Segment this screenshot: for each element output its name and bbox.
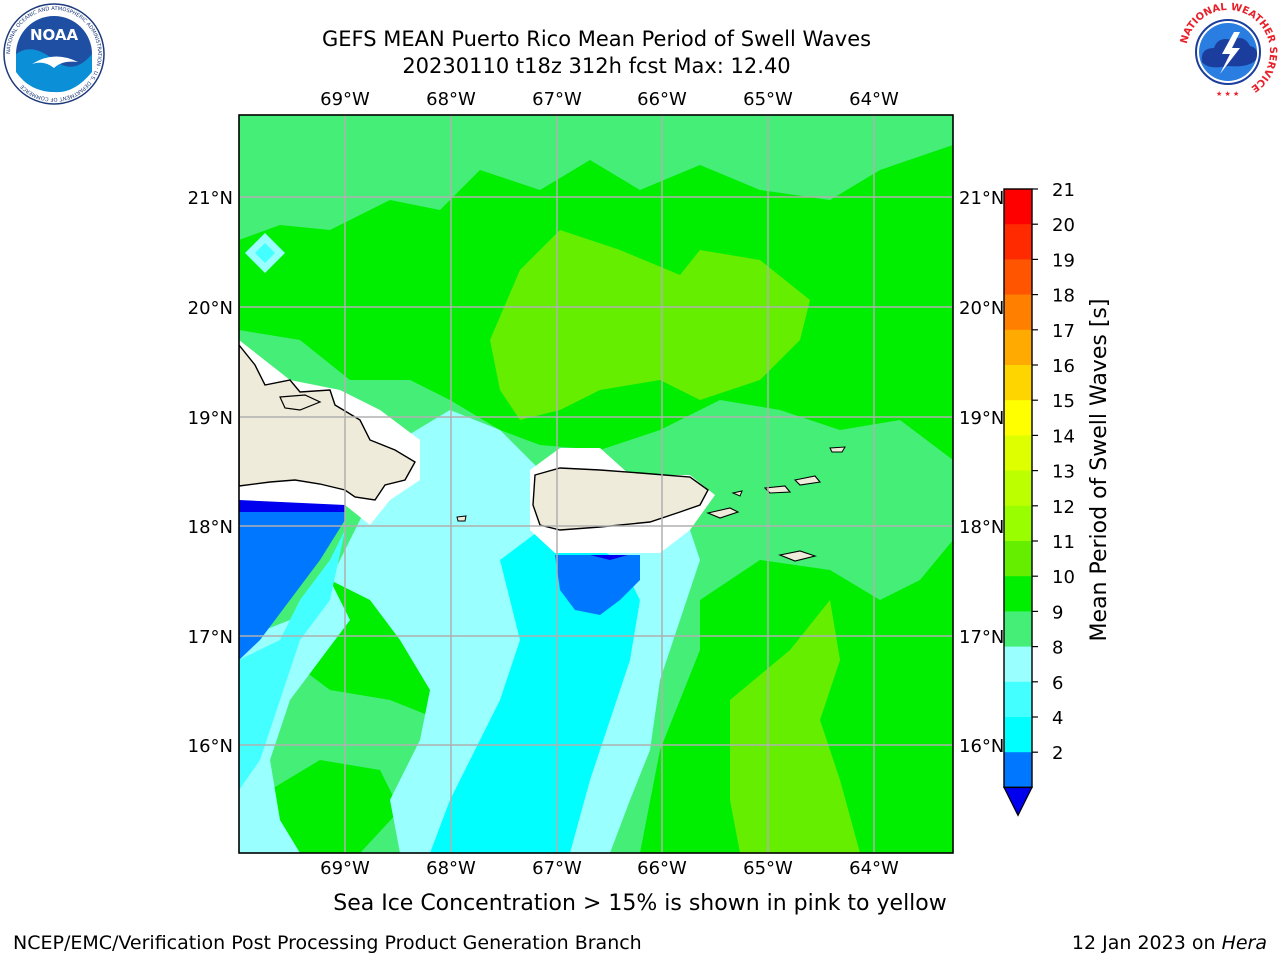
field-green-southwest-low <box>270 760 400 853</box>
lat-label-right-17n: 17°N <box>959 627 1004 648</box>
field-blue-south-pr <box>555 555 640 615</box>
virgin-island-2 <box>793 475 822 486</box>
date-stamp: 12 Jan 2023 on Hera <box>1072 932 1267 954</box>
colorbar-segment-9 <box>1004 505 1032 542</box>
colorbar-tick-label-11: 10 <box>1052 567 1075 588</box>
nws-logo: NATIONAL WEATHER SERVICE ★ ★ ★ <box>1179 2 1278 100</box>
colorbar-tick-label-6: 15 <box>1052 391 1075 412</box>
svg-text:★ ★ ★: ★ ★ ★ <box>1216 90 1239 98</box>
credit-text: NCEP/EMC/Verification Post Processing Pr… <box>13 932 642 954</box>
lon-label-top-68w: 68°W <box>426 89 476 110</box>
tortuga-island <box>279 394 322 411</box>
vieques-island <box>706 507 740 519</box>
colorbar-tick-label-9: 12 <box>1052 497 1075 518</box>
colorbar-extend-triangle <box>1003 786 1033 817</box>
colorbar-tick-label-14: 6 <box>1052 673 1063 694</box>
colorbar-tick-label-3: 18 <box>1052 286 1075 307</box>
colorbar-segment-4 <box>1004 329 1032 366</box>
colorbar-tick-label-13: 8 <box>1052 638 1063 659</box>
colorbar-tick-label-15: 4 <box>1052 708 1063 729</box>
noaa-logo-text: NOAA <box>30 26 79 44</box>
lat-label-left-20n: 20°N <box>188 298 233 319</box>
colorbar-tick-label-2: 19 <box>1052 250 1075 271</box>
lon-label-top-67w: 67°W <box>532 89 582 110</box>
mona-island <box>456 515 467 522</box>
field-pale-green-top <box>239 115 953 240</box>
colorbar-tick-label-16: 2 <box>1052 743 1063 764</box>
lat-label-left-17n: 17°N <box>188 627 233 648</box>
colorbar-segment-16 <box>1004 752 1032 788</box>
lon-label-bottom-66w: 66°W <box>637 858 687 879</box>
lon-label-bottom-65w: 65°W <box>743 858 793 879</box>
map-frame <box>238 114 954 854</box>
anegada-island <box>829 446 846 453</box>
colorbar-segment-15 <box>1004 717 1032 753</box>
lon-label-top-66w: 66°W <box>637 89 687 110</box>
hispaniola-land <box>239 343 416 501</box>
lat-label-left-19n: 19°N <box>188 408 233 429</box>
colorbar-segment-3 <box>1004 294 1032 331</box>
colorbar-tick-label-7: 14 <box>1052 426 1075 447</box>
field-light-green-southeast <box>730 600 860 853</box>
lat-label-right-21n: 21°N <box>959 188 1004 209</box>
noaa-logo: NATIONAL OCEANIC AND ATMOSPHERIC ADMINIS… <box>3 3 105 105</box>
colorbar-segment-14 <box>1004 681 1032 718</box>
colorbar-frame <box>1003 188 1033 789</box>
date-text: 12 Jan 2023 on <box>1071 932 1222 954</box>
lon-label-bottom-68w: 68°W <box>426 858 476 879</box>
colorbar-segment-6 <box>1004 400 1032 436</box>
colorbar-segment-10 <box>1004 541 1032 577</box>
map-gridlines <box>239 115 953 853</box>
lat-label-right-20n: 20°N <box>959 298 1004 319</box>
colorbar-tick-label-1: 20 <box>1052 215 1075 236</box>
field-light-green-center <box>490 230 810 420</box>
colorbar-tick-label-4: 17 <box>1052 321 1075 342</box>
lat-label-left-21n: 21°N <box>188 188 233 209</box>
colorbar-segment-2 <box>1004 259 1032 296</box>
culebra-island <box>731 490 743 497</box>
colorbar-segment-11 <box>1004 576 1032 612</box>
colorbar-tick-label-0: 21 <box>1052 180 1075 201</box>
st-croix-island <box>778 550 817 562</box>
lon-label-top-69w: 69°W <box>320 89 370 110</box>
lat-label-right-18n: 18°N <box>959 517 1004 538</box>
chart-title: GEFS MEAN Puerto Rico Mean Period of Swe… <box>321 27 872 51</box>
chart-subtitle: 20230110 t18z 312h fcst Max: 12.40 <box>402 54 791 78</box>
lat-label-right-16n: 16°N <box>959 736 1004 757</box>
colorbar-segment-1 <box>1004 224 1032 260</box>
field-blue-west <box>239 500 345 660</box>
lat-label-left-16n: 16°N <box>188 736 233 757</box>
field-light-cyan-plume <box>330 410 700 853</box>
machine-name: Hera <box>1221 932 1267 954</box>
colorbar-segment-7 <box>1004 435 1032 472</box>
field-mid-cyan-west <box>239 530 345 790</box>
colorbar-tick-label-8: 13 <box>1052 462 1075 483</box>
lon-label-bottom-69w: 69°W <box>320 858 370 879</box>
swell-period-field <box>239 115 953 853</box>
lon-label-bottom-67w: 67°W <box>532 858 582 879</box>
field-dark-blue-south-pr <box>590 555 628 560</box>
sea-ice-note: Sea Ice Concentration > 15% is shown in … <box>333 891 947 916</box>
colorbar-segment-5 <box>1004 365 1032 401</box>
lat-label-right-19n: 19°N <box>959 408 1004 429</box>
field-diamond-inner <box>255 243 275 263</box>
colorbar-tick-label-10: 11 <box>1052 532 1075 553</box>
lat-label-left-18n: 18°N <box>188 517 233 538</box>
lon-label-bottom-64w: 64°W <box>849 858 899 879</box>
colorbar-tick-label-5: 16 <box>1052 356 1075 377</box>
colorbar: 21 20 19 18 17 16 15 14 13 12 11 10 9 8 6 4 2 <box>1003 180 1075 817</box>
lon-label-top-65w: 65°W <box>743 89 793 110</box>
colorbar-segment-8 <box>1004 470 1032 507</box>
colorbar-segment-13 <box>1004 646 1032 683</box>
lon-label-top-64w: 64°W <box>849 89 899 110</box>
colorbar-segment-0 <box>1004 189 1032 225</box>
colorbar-segment-12 <box>1004 611 1032 648</box>
colorbar-tick-label-12: 9 <box>1052 602 1063 623</box>
colorbar-label: Mean Period of Swell Waves [s] <box>1087 299 1112 642</box>
